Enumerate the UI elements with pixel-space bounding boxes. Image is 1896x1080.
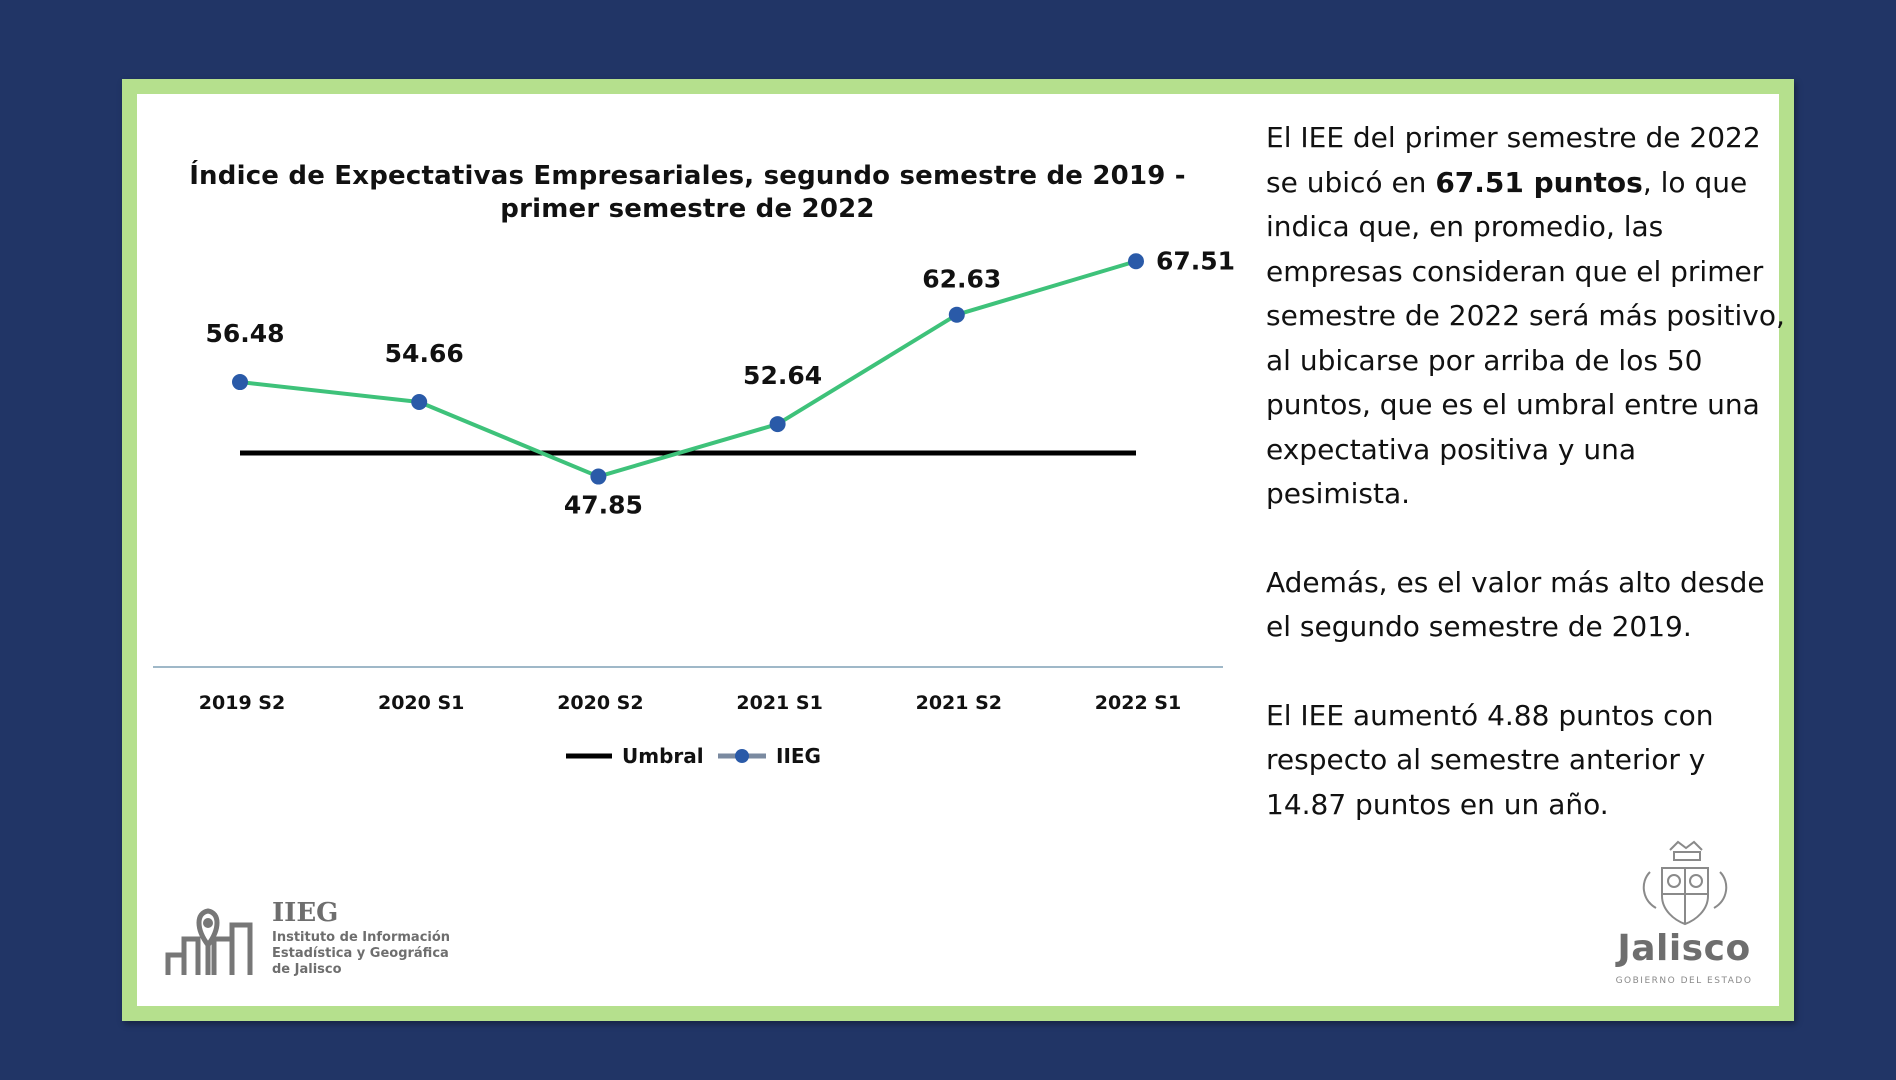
jalisco-subtitle: GOBIERNO DEL ESTADO [1615,976,1753,986]
iieg-point-2019-s2 [232,374,248,391]
x-tick-label-2022-s1: 2022 S1 [1095,692,1181,714]
summary-paragraph-1: El IEE del primer semestre de 2022 se ub… [1266,116,1786,517]
data-label-2021-s1: 52.64 [743,361,822,390]
summary-paragraph-2: Además, es el valor más alto desde el se… [1266,565,1765,644]
jalisco-name: Jalisco [1617,928,1751,969]
iieg-logo-icon [165,908,253,975]
data-label-2021-s2: 62.63 [922,265,1001,294]
iieg-point-2021-s1 [769,416,786,433]
iieg-line-1: Instituto de Información [272,930,451,945]
summary-text: El IEE del primer semestre de 2022 se ub… [1266,116,1786,871]
iieg-line-2: Estadística y Geográfica [272,946,449,961]
iieg-point-2021-s2 [948,306,965,323]
slide-content [137,94,1779,1006]
data-label-2020-s1: 54.66 [385,339,464,368]
x-tick-label-2021-s1: 2021 S1 [736,692,822,714]
chart-title: Índice de Expectativas Empresariales, se… [189,161,1186,224]
iieg-subtitle: Instituto de Información Estadística y G… [272,930,472,978]
iieg-series-line [239,259,1137,479]
iieg-point-2022-s1 [1128,253,1144,270]
p1-highlight: 67.51 puntos [1435,165,1643,199]
iieg-point-2020-s1 [411,393,428,410]
summary-paragraph-3: El IEE aumentó 4.88 puntos con respecto … [1266,698,1714,821]
iieg-point-2020-s2 [590,468,607,485]
x-tick-label-2021-s2: 2021 S2 [916,692,1002,714]
iieg-title: IIEG [272,898,339,928]
legend-iieg-swatch-marker [735,749,749,763]
slide-frame [122,79,1794,1021]
data-label-2022-s1: 67.51 [1156,246,1235,275]
legend-iieg-label: IIEG [776,744,821,768]
iieg-line-3: de Jalisco [272,962,342,977]
legend-umbral-label: Umbral [622,744,704,768]
x-tick-label-2020-s2: 2020 S2 [557,692,643,714]
p1-text-end: , lo que indica que, en promedio, las em… [1266,165,1785,511]
data-label-2020-s2: 47.85 [564,491,643,520]
x-tick-label-2020-s1: 2020 S1 [378,692,464,714]
data-label-2019-s2: 56.48 [205,319,284,348]
jalisco-seal-icon [1642,840,1728,926]
x-tick-label-2019-s2: 2019 S2 [199,692,285,714]
p1-text-start: El IEE del primer semestre de 2022 se ub… [1266,121,1761,199]
